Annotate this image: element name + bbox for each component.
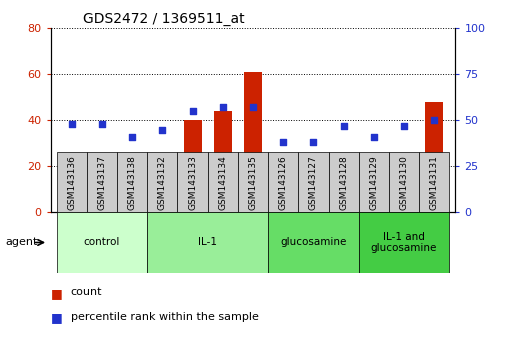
Bar bbox=[237, 152, 268, 212]
Point bbox=[309, 139, 317, 145]
Point bbox=[188, 108, 196, 114]
Text: GSM143127: GSM143127 bbox=[309, 155, 317, 210]
Bar bbox=[153, 164, 171, 212]
Text: GSM143132: GSM143132 bbox=[158, 155, 167, 210]
Text: IL-1: IL-1 bbox=[198, 238, 217, 247]
Point bbox=[248, 105, 257, 110]
Text: glucosamine: glucosamine bbox=[280, 238, 346, 247]
Bar bbox=[328, 152, 358, 212]
Text: GDS2472 / 1369511_at: GDS2472 / 1369511_at bbox=[83, 12, 244, 26]
Bar bbox=[207, 152, 237, 212]
Bar bbox=[418, 152, 448, 212]
Bar bbox=[394, 164, 412, 212]
Point bbox=[158, 127, 166, 132]
Text: GSM143128: GSM143128 bbox=[338, 155, 347, 210]
Point bbox=[399, 123, 408, 129]
Bar bbox=[424, 102, 442, 212]
Text: ■: ■ bbox=[50, 287, 62, 300]
Text: GSM143136: GSM143136 bbox=[67, 155, 76, 210]
Point bbox=[97, 121, 106, 127]
Text: ■: ■ bbox=[50, 312, 62, 325]
Point bbox=[279, 139, 287, 145]
Point bbox=[339, 123, 347, 129]
Text: count: count bbox=[71, 287, 102, 297]
Text: GSM143137: GSM143137 bbox=[97, 155, 106, 210]
Bar bbox=[274, 178, 292, 212]
Bar bbox=[87, 152, 117, 212]
Point bbox=[369, 134, 377, 140]
Bar bbox=[268, 152, 298, 212]
Bar bbox=[268, 212, 358, 273]
Bar bbox=[358, 212, 448, 273]
Bar bbox=[364, 169, 382, 212]
Text: percentile rank within the sample: percentile rank within the sample bbox=[71, 312, 258, 321]
Point bbox=[68, 121, 76, 127]
Bar bbox=[147, 152, 177, 212]
Bar bbox=[388, 152, 418, 212]
Bar bbox=[183, 120, 201, 212]
Point bbox=[429, 118, 437, 123]
Text: agent: agent bbox=[5, 238, 37, 247]
Bar bbox=[93, 157, 111, 212]
Bar bbox=[177, 152, 207, 212]
Bar bbox=[117, 152, 147, 212]
Bar bbox=[334, 159, 352, 212]
Point bbox=[128, 134, 136, 140]
Bar bbox=[63, 155, 81, 212]
Text: GSM143138: GSM143138 bbox=[127, 155, 136, 210]
Bar bbox=[358, 152, 388, 212]
Bar bbox=[123, 166, 141, 212]
Text: GSM143135: GSM143135 bbox=[248, 155, 257, 210]
Text: GSM143126: GSM143126 bbox=[278, 155, 287, 210]
Bar bbox=[213, 111, 231, 212]
Text: GSM143133: GSM143133 bbox=[188, 155, 196, 210]
Text: GSM143131: GSM143131 bbox=[429, 155, 438, 210]
Text: GSM143129: GSM143129 bbox=[369, 155, 378, 210]
Point bbox=[218, 105, 226, 110]
Text: control: control bbox=[84, 238, 120, 247]
Bar bbox=[147, 212, 268, 273]
Bar bbox=[243, 72, 262, 212]
Bar bbox=[57, 212, 147, 273]
Text: IL-1 and
glucosamine: IL-1 and glucosamine bbox=[370, 232, 436, 253]
Bar bbox=[298, 152, 328, 212]
Bar bbox=[57, 152, 87, 212]
Bar bbox=[304, 183, 322, 212]
Text: GSM143134: GSM143134 bbox=[218, 155, 227, 210]
Text: GSM143130: GSM143130 bbox=[399, 155, 408, 210]
